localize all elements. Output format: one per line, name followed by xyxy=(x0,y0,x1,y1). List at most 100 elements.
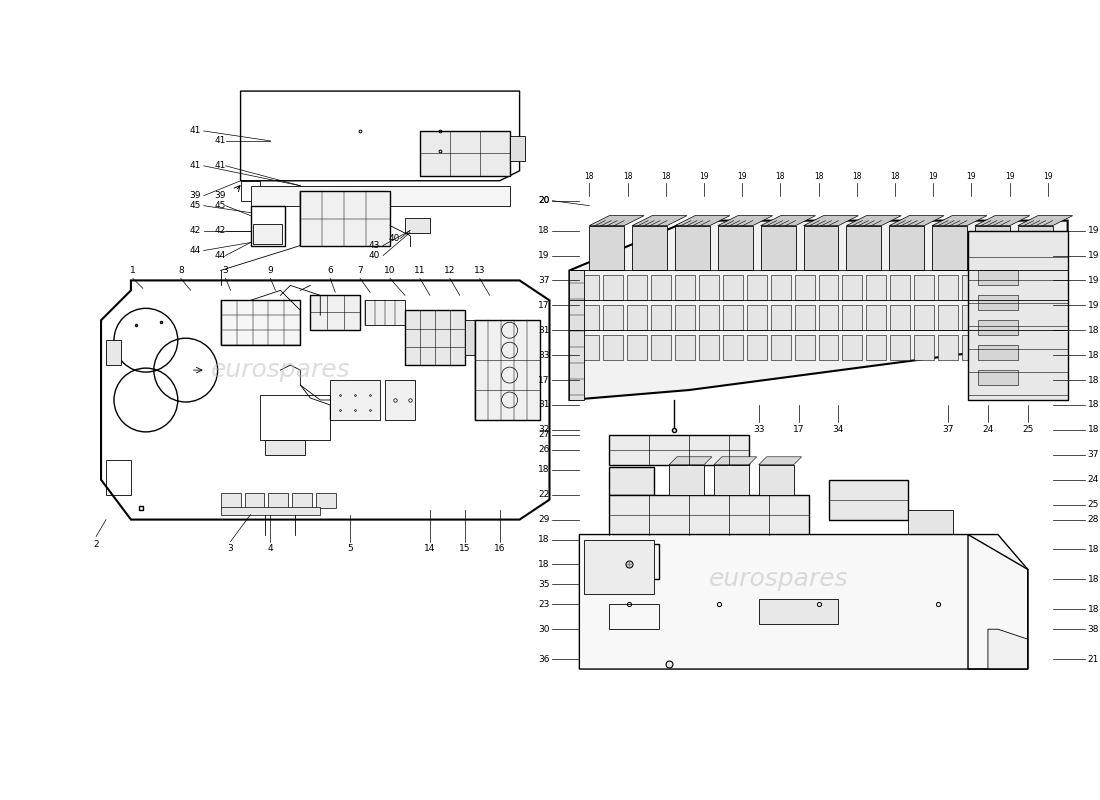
Text: 38: 38 xyxy=(1088,625,1099,634)
FancyBboxPatch shape xyxy=(890,306,910,330)
FancyBboxPatch shape xyxy=(978,320,1018,335)
Text: 15: 15 xyxy=(459,545,471,554)
Text: 45: 45 xyxy=(214,201,225,210)
Text: 41: 41 xyxy=(189,126,200,135)
FancyBboxPatch shape xyxy=(244,493,264,508)
FancyBboxPatch shape xyxy=(723,335,743,360)
Text: 18: 18 xyxy=(852,172,861,181)
Text: 34: 34 xyxy=(833,425,844,434)
FancyBboxPatch shape xyxy=(580,275,600,300)
FancyBboxPatch shape xyxy=(651,306,671,330)
Text: 31: 31 xyxy=(538,326,550,334)
FancyBboxPatch shape xyxy=(1010,335,1030,360)
Text: 25: 25 xyxy=(1022,425,1034,434)
Text: eurospares: eurospares xyxy=(210,358,350,382)
FancyBboxPatch shape xyxy=(914,335,934,360)
Text: 18: 18 xyxy=(1088,605,1099,614)
FancyBboxPatch shape xyxy=(675,275,695,300)
Text: 44: 44 xyxy=(214,251,225,260)
FancyBboxPatch shape xyxy=(843,335,862,360)
Text: 18: 18 xyxy=(776,172,785,181)
FancyBboxPatch shape xyxy=(978,295,1018,310)
FancyBboxPatch shape xyxy=(570,270,584,400)
FancyBboxPatch shape xyxy=(330,380,381,420)
FancyBboxPatch shape xyxy=(365,300,405,326)
Text: 37: 37 xyxy=(538,276,550,285)
Text: 14: 14 xyxy=(425,545,436,554)
Text: 9: 9 xyxy=(267,266,273,275)
FancyBboxPatch shape xyxy=(221,506,320,514)
FancyBboxPatch shape xyxy=(603,306,624,330)
FancyBboxPatch shape xyxy=(627,275,647,300)
Text: 19: 19 xyxy=(700,172,708,181)
Text: 6: 6 xyxy=(328,266,333,275)
Text: 18: 18 xyxy=(1088,401,1099,410)
FancyBboxPatch shape xyxy=(310,295,360,330)
FancyBboxPatch shape xyxy=(723,306,743,330)
FancyBboxPatch shape xyxy=(385,380,415,420)
Text: 37: 37 xyxy=(943,425,954,434)
Text: 5: 5 xyxy=(348,545,353,554)
Text: 18: 18 xyxy=(661,172,671,181)
Text: 25: 25 xyxy=(1088,500,1099,509)
Text: 7: 7 xyxy=(358,266,363,275)
Polygon shape xyxy=(580,534,1027,669)
FancyBboxPatch shape xyxy=(890,275,910,300)
Text: 19: 19 xyxy=(1004,172,1014,181)
Text: 24: 24 xyxy=(982,425,993,434)
FancyBboxPatch shape xyxy=(843,306,862,330)
Text: 37: 37 xyxy=(1088,450,1099,459)
FancyBboxPatch shape xyxy=(818,275,838,300)
FancyBboxPatch shape xyxy=(580,306,600,330)
Text: 12: 12 xyxy=(444,266,455,275)
Text: 44: 44 xyxy=(189,246,200,255)
FancyBboxPatch shape xyxy=(771,306,791,330)
Text: 21: 21 xyxy=(1088,654,1099,663)
Polygon shape xyxy=(1018,216,1072,226)
Text: 18: 18 xyxy=(1088,575,1099,584)
FancyBboxPatch shape xyxy=(265,440,306,455)
FancyBboxPatch shape xyxy=(867,275,887,300)
Text: 41: 41 xyxy=(214,162,225,170)
Text: 41: 41 xyxy=(189,162,200,170)
Polygon shape xyxy=(988,629,1027,669)
FancyBboxPatch shape xyxy=(465,320,476,355)
Text: 18: 18 xyxy=(1088,545,1099,554)
FancyBboxPatch shape xyxy=(718,226,752,270)
Polygon shape xyxy=(846,216,901,226)
FancyBboxPatch shape xyxy=(978,345,1018,360)
Text: 18: 18 xyxy=(1088,375,1099,385)
Polygon shape xyxy=(251,186,509,206)
FancyBboxPatch shape xyxy=(405,218,430,233)
FancyBboxPatch shape xyxy=(771,335,791,360)
Text: 39: 39 xyxy=(189,191,200,200)
Text: 19: 19 xyxy=(737,172,747,181)
FancyBboxPatch shape xyxy=(609,466,654,494)
FancyBboxPatch shape xyxy=(889,226,924,270)
Text: 2: 2 xyxy=(94,539,99,549)
FancyBboxPatch shape xyxy=(962,306,982,330)
FancyBboxPatch shape xyxy=(675,335,695,360)
FancyBboxPatch shape xyxy=(1034,306,1054,330)
Text: 19: 19 xyxy=(1043,172,1053,181)
Text: 36: 36 xyxy=(538,654,550,663)
Text: 18: 18 xyxy=(538,466,550,474)
FancyBboxPatch shape xyxy=(794,275,814,300)
Polygon shape xyxy=(975,216,1030,226)
Text: 18: 18 xyxy=(538,535,550,544)
FancyBboxPatch shape xyxy=(975,226,1010,270)
FancyBboxPatch shape xyxy=(909,545,953,574)
FancyBboxPatch shape xyxy=(675,306,695,330)
FancyBboxPatch shape xyxy=(293,493,312,508)
Text: 42: 42 xyxy=(214,226,225,235)
FancyBboxPatch shape xyxy=(794,335,814,360)
FancyBboxPatch shape xyxy=(221,493,241,508)
FancyBboxPatch shape xyxy=(909,510,953,539)
FancyBboxPatch shape xyxy=(909,579,953,610)
Text: 43: 43 xyxy=(368,241,381,250)
FancyBboxPatch shape xyxy=(723,275,743,300)
Text: 18: 18 xyxy=(623,172,632,181)
Text: 33: 33 xyxy=(754,425,764,434)
Text: 41: 41 xyxy=(214,137,225,146)
Text: 27: 27 xyxy=(538,430,550,439)
